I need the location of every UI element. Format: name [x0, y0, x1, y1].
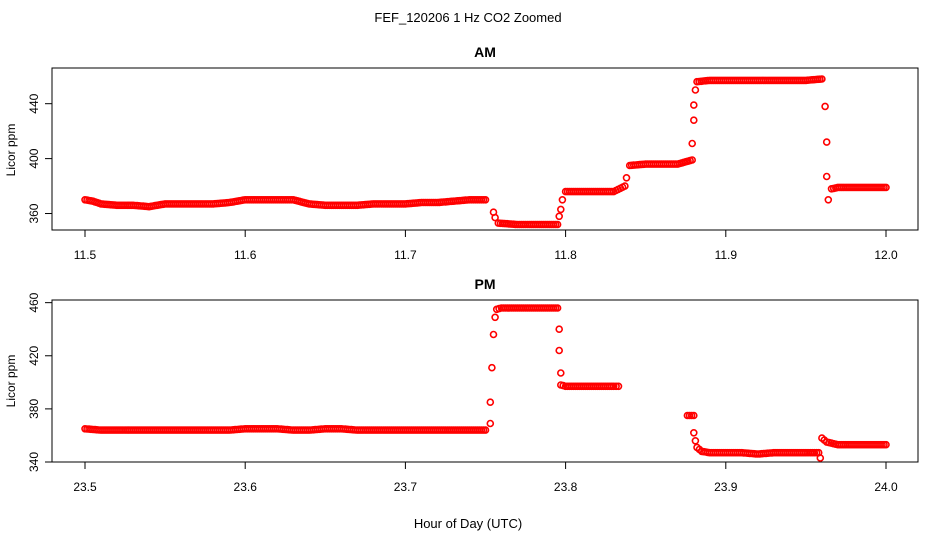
am-data-point [689, 116, 698, 124]
pm-y-axis-label: Licor ppm [4, 355, 18, 408]
pm-x-tick-label: 23.5 [73, 480, 97, 494]
pm-x-tick-label: 23.8 [554, 480, 578, 494]
pm-data-point [882, 440, 890, 449]
am-x-tick-label: 11.6 [234, 248, 257, 262]
figure-title: FEF_120206 1 Hz CO2 Zoomed [374, 10, 561, 25]
pm-data-point [816, 454, 825, 462]
pm-data-point [691, 436, 700, 445]
am-data-point [481, 196, 490, 204]
am-data-point [824, 196, 833, 204]
pm-x-axis: 23.5 23.6 23.7 23.8 23.9 24.0 [73, 461, 898, 494]
am-data-point [818, 75, 826, 83]
am-data-point [622, 174, 631, 182]
am-y-axis-label: Licor ppm [4, 124, 18, 177]
am-x-tick-label: 11.5 [74, 248, 97, 262]
pm-panel: PM Licor ppm 23.5 23.6 23.7 23.8 23.9 24.0 34… [4, 276, 919, 494]
pm-plot-frame [51, 299, 919, 463]
pm-x-tick-label: 23.9 [714, 480, 738, 494]
pm-data-point [486, 419, 495, 428]
am-data-point [821, 102, 829, 111]
am-data-point [558, 196, 567, 204]
am-data-point [556, 205, 565, 214]
pm-y-tick-label: 340 [27, 452, 41, 472]
pm-panel-title: PM [475, 276, 496, 292]
pm-data-point [614, 382, 623, 391]
am-data-point [621, 182, 629, 190]
am-y-tick-label: 360 [27, 203, 41, 223]
pm-data-point [488, 363, 496, 372]
pm-y-axis: 340 380 420 460 [27, 292, 53, 472]
am-x-tick-label: 11.8 [554, 248, 577, 262]
am-data-point [691, 86, 700, 94]
pm-data-point [609, 382, 618, 391]
am-y-tick-label: 400 [27, 148, 41, 168]
pm-data-point [689, 428, 698, 437]
am-data-point [822, 138, 831, 146]
am-y-tick-label: 440 [27, 93, 41, 113]
am-data-point [491, 213, 499, 222]
x-axis-label: Hour of Day (UTC) [414, 516, 522, 531]
pm-data-point [489, 330, 498, 339]
pm-y-tick-label: 460 [27, 292, 41, 312]
pm-y-tick-label: 380 [27, 399, 41, 419]
pm-y-tick-label: 420 [27, 345, 41, 365]
pm-x-tick-label: 23.7 [394, 480, 418, 494]
am-data-point [882, 183, 890, 192]
am-x-axis: 11.5 11.6 11.7 11.8 11.9 12.0 [74, 229, 898, 262]
am-data-point [688, 156, 697, 164]
pm-data-point [612, 382, 620, 391]
pm-data-point [491, 313, 499, 322]
pm-data-points [81, 304, 890, 462]
am-data-point [688, 139, 697, 148]
am-x-tick-label: 11.9 [715, 248, 738, 262]
am-x-tick-label: 11.7 [394, 248, 417, 262]
am-data-point [822, 172, 831, 181]
pm-data-point [486, 398, 495, 407]
am-panel: AM Licor ppm 11.5 11.6 11.7 11.8 11.9 12.0 36… [4, 44, 919, 262]
pm-data-point [555, 325, 564, 334]
am-data-point [555, 212, 564, 221]
am-data-point [553, 220, 562, 229]
am-data-point [689, 101, 698, 109]
pm-data-point [555, 346, 564, 355]
pm-data-point [553, 304, 562, 312]
pm-x-tick-label: 23.6 [234, 480, 258, 494]
am-y-axis: 360 400 440 [27, 93, 53, 224]
pm-data-point [556, 369, 565, 377]
pm-data-point [689, 411, 698, 420]
pm-data-point [481, 426, 490, 434]
am-data-points [81, 75, 890, 229]
pm-x-tick-label: 24.0 [874, 480, 898, 494]
am-panel-title: AM [474, 44, 496, 60]
am-x-tick-label: 12.0 [874, 248, 898, 262]
